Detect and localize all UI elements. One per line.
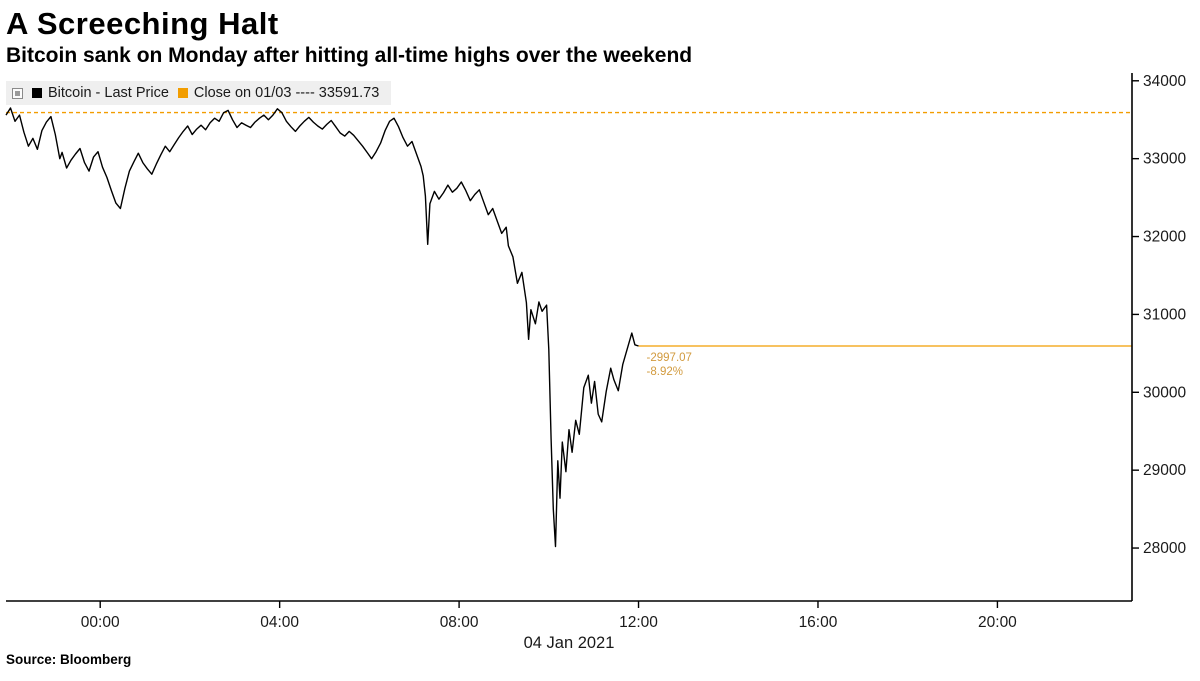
legend-label-close: Close on 01/03 ---- 33591.73 — [193, 85, 380, 101]
chart-subtitle: Bitcoin sank on Monday after hitting all… — [6, 44, 693, 67]
legend-item-bitcoin: Bitcoin - Last Price — [32, 85, 169, 101]
y-tick-label: 28000 — [1143, 540, 1186, 557]
price-change-pct-annotation: -8.92% — [647, 366, 683, 378]
y-tick-label: 30000 — [1143, 384, 1186, 401]
price-change-annotation: -2997.07 — [647, 352, 692, 364]
legend-item-close: Close on 01/03 ---- 33591.73 — [177, 85, 380, 101]
chart-legend: Bitcoin - Last Price Close on 01/03 ----… — [6, 81, 392, 105]
page-title: A Screeching Halt — [6, 6, 279, 41]
legend-label-bitcoin: Bitcoin - Last Price — [48, 85, 169, 101]
x-tick-label: 16:00 — [799, 614, 838, 631]
y-tick-label: 31000 — [1143, 306, 1186, 323]
x-tick-label: 12:00 — [619, 614, 658, 631]
x-tick-label: 04:00 — [260, 614, 299, 631]
legend-checkbox-icon[interactable] — [12, 87, 23, 99]
bloomberg-chart-card: A Screeching Halt Bitcoin sank on Monday… — [0, 6, 1200, 681]
x-axis-date-label: 04 Jan 2021 — [524, 634, 615, 651]
y-tick-label: 34000 — [1143, 73, 1186, 90]
chart-area: -2997.07 -8.92% 28000 29000 30000 31000 32000 3… — [0, 71, 1200, 651]
y-tick-label: 33000 — [1143, 151, 1186, 168]
y-tick-label: 32000 — [1143, 229, 1186, 246]
close-swatch-icon — [177, 88, 188, 98]
x-tick-label: 00:00 — [81, 614, 120, 631]
y-tick-label: 29000 — [1143, 462, 1186, 479]
x-tick-label: 20:00 — [978, 614, 1017, 631]
series-swatch-icon — [32, 88, 42, 98]
source-credit: Source: Bloomberg — [6, 652, 132, 667]
price-chart: -2997.07 -8.92% 28000 29000 30000 31000 32000 3… — [5, 73, 1186, 651]
bitcoin-price-series — [5, 107, 639, 548]
x-tick-label: 08:00 — [440, 614, 479, 631]
